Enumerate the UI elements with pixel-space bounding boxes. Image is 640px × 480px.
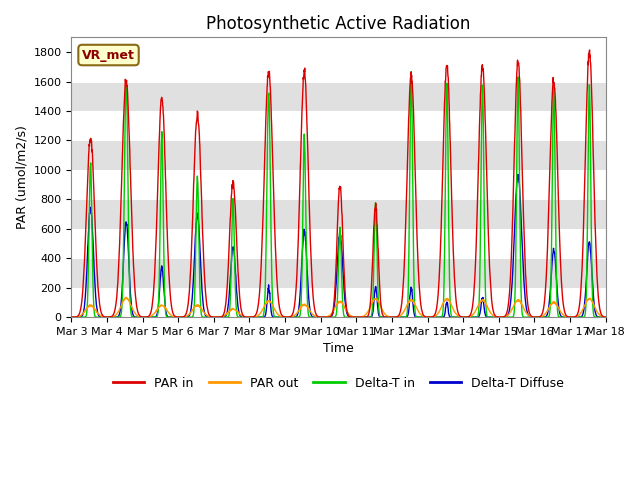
- Y-axis label: PAR (umol/m2/s): PAR (umol/m2/s): [15, 125, 28, 229]
- Bar: [72, 141, 605, 170]
- Bar: [72, 82, 605, 111]
- Bar: [72, 258, 605, 288]
- X-axis label: Time: Time: [323, 342, 354, 356]
- Legend: PAR in, PAR out, Delta-T in, Delta-T Diffuse: PAR in, PAR out, Delta-T in, Delta-T Dif…: [108, 372, 569, 395]
- Title: Photosynthetic Active Radiation: Photosynthetic Active Radiation: [206, 15, 470, 33]
- Bar: [72, 199, 605, 229]
- Text: VR_met: VR_met: [82, 48, 135, 61]
